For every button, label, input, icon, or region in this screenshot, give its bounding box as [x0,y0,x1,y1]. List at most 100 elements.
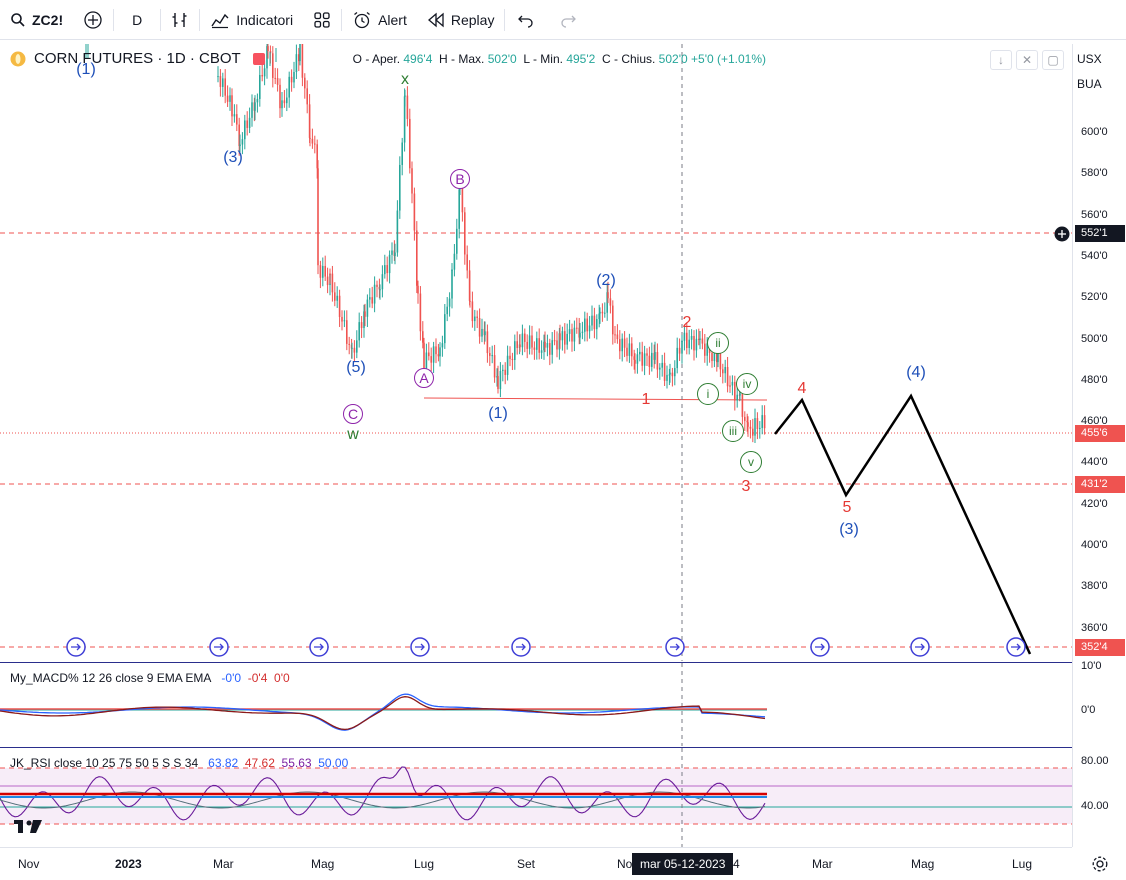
wave-label-green-w: w [347,426,359,443]
candle-body [616,334,619,340]
price-axis[interactable]: USX BUA 600'0 580'0 560'0 540'0 520'0 500'0 48… [1054,44,1126,847]
candle-body [219,76,222,87]
candle-body [456,228,458,254]
price-tick: 600'0 [1081,126,1108,138]
symbol-search-button[interactable]: ZC2! [0,0,73,40]
candle-body [695,338,698,351]
candle-body [311,138,314,144]
candle-body [394,252,396,256]
candle-body [435,346,437,355]
candle-body [543,341,545,351]
close-label: C - Chius. [601,51,656,66]
candle-body [478,318,481,337]
candle-body [579,332,581,338]
candle-body [619,339,621,352]
candle-body [556,340,558,350]
candle-body [497,376,499,390]
candle-body [259,74,261,99]
candle-body [699,338,701,340]
macd-value-3: 0'0 [274,671,290,685]
price-tick: 380'0 [1081,580,1108,593]
maximize-pane-button[interactable]: ▢ [1042,50,1064,70]
candle-body [298,54,300,62]
candle-body [338,295,341,317]
toolbar-divider [504,8,506,31]
candle-body [231,95,233,117]
candle-body [688,339,690,349]
candle-body [706,343,708,356]
hide-symbol-icon[interactable] [252,52,265,65]
candle-body [741,393,744,417]
change-value: +5'0 (+1.01%) [691,51,767,66]
candle-body [623,338,626,348]
layout-button[interactable] [303,0,341,40]
time-label-mag-2: Mag [911,857,935,871]
candle-body [419,293,422,332]
time-label-2023: 2023 [115,857,142,871]
candle-body [719,351,722,370]
level-price-tag-1: 431'2 [1075,476,1125,493]
undo-button[interactable] [505,0,547,40]
time-label-nov: Nov [18,857,40,871]
candle-body [754,418,756,436]
candle-body [502,369,504,372]
compare-button[interactable] [73,0,113,40]
candle-body [656,352,659,370]
price-tick: 500'0 [1081,332,1108,345]
candle-body [430,356,432,363]
candle-body [369,297,371,300]
settings-gear-icon[interactable] [1091,855,1109,873]
alert-button[interactable]: Alert [342,0,417,40]
chart-type-button[interactable] [161,0,199,40]
candle-body [404,95,406,97]
candle-body [606,292,608,313]
candle-body [561,331,564,341]
replay-marker-arrow [415,643,425,651]
macd-tick-0: 0'0 [1081,704,1096,716]
candle-body [536,338,538,350]
add-price-alert-icon[interactable] [1053,225,1071,243]
candle-body [422,331,424,343]
candle-body [364,311,366,317]
replay-label: Replay [450,11,495,28]
candle-body [326,276,329,286]
replay-marker-arrow [516,643,526,651]
candle-body [631,343,633,357]
candle-body [553,340,556,342]
price-chart-pane[interactable]: CORN FUTURES · 1D · CBOT O - Aper. 496'4… [0,44,1072,661]
pane-controls: ↓ ✕ ▢ [990,50,1064,70]
price-tick: 580'0 [1081,167,1108,180]
replay-button[interactable]: Replay [417,0,505,40]
price-tick: 420'0 [1081,497,1108,510]
search-icon [11,12,25,27]
unit-selector[interactable]: BUA [1077,77,1102,91]
candle-body [531,335,533,348]
indicators-button[interactable]: Indicatori [200,0,303,40]
candle-body [599,311,601,314]
rsi-value-1: 63.82 [208,756,239,770]
currency-selector[interactable]: USX [1077,52,1102,66]
time-axis[interactable]: Nov 2023 Mar Mag Lug Set No 4 Mar Mag Lu… [0,847,1072,880]
rsi-name: JK_RSI close 10 25 75 50 5 S S 34 [10,756,199,770]
candle-body [540,350,543,353]
candle-body [256,98,259,103]
low-label: L - Min. [523,51,563,66]
toolbar-divider [113,8,115,31]
candle-body [413,193,416,231]
rsi-indicator-pane[interactable]: JK_RSI close 10 25 75 50 5 S S 34 63.82 … [0,747,1072,847]
candle-body [654,352,656,360]
time-label-mag: Mag [311,857,335,871]
interval-button[interactable]: D [114,0,160,40]
candle-body [217,76,219,78]
candle-body [411,168,413,194]
rsi-value-3: 55.63 [281,756,312,770]
macd-indicator-pane[interactable]: My_MACD% 12 26 close 9 EMA EMA -0'0 -0'4… [0,662,1072,746]
move-pane-down-button[interactable]: ↓ [990,50,1012,70]
candle-body [358,322,360,341]
candle-body [568,329,571,334]
collapse-pane-button[interactable]: ✕ [1016,50,1038,70]
candle-body [353,347,356,353]
candle-body [544,341,546,348]
redo-button[interactable] [547,0,589,40]
candle-body [633,356,635,360]
